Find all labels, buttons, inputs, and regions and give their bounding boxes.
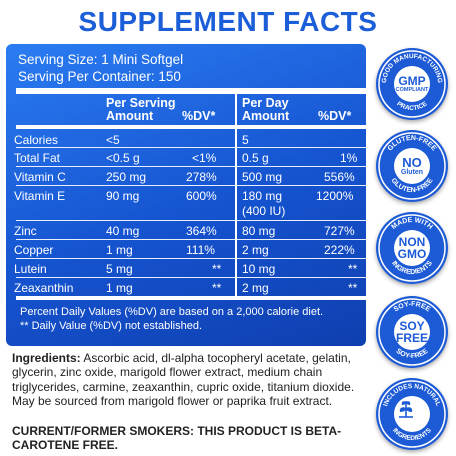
footnote-not-established: ** Daily Value (%DV) not established. (20, 320, 202, 332)
badge-line2: FREE (395, 331, 428, 345)
non-gmo-icon: MADE WITH INGREDIENTS (378, 214, 446, 282)
serving-size: Serving Size: 1 Mini Softgel (18, 52, 184, 67)
serving-amount: 1 mg (106, 281, 133, 295)
leaf-icon (399, 401, 413, 418)
nutrient-name: Copper (14, 243, 54, 257)
nutrient-name: Zeaxanthin (14, 281, 74, 295)
serving-dv: 111% (186, 243, 215, 257)
gmp-badge: GOOD MANUFACTURING PRACTICE GMP COMPLIAN… (376, 48, 448, 120)
badge-center: SOY FREE (394, 314, 430, 350)
footnote-daily-values: Percent Daily Values (%DV) are based on … (20, 306, 324, 318)
day-dv: 556% (324, 170, 355, 184)
divider-bottom (16, 296, 368, 300)
per-day-amount-header: Amount (242, 109, 290, 123)
row-divider (16, 185, 368, 186)
nutrient-name: Vitamin E (14, 189, 66, 203)
svg-text:SOY-FREE: SOY-FREE (393, 301, 432, 314)
ingredients-text: Ingredients: Ascorbic acid, dl-alpha toc… (12, 351, 364, 409)
non-gmo-badge: MADE WITH INGREDIENTS NON GMO (376, 212, 448, 284)
row-divider (16, 239, 368, 240)
row-divider (16, 147, 368, 148)
gluten-free-badge: GLUTEN-FREE GLUTEN-FREE NO Gluten (376, 130, 448, 202)
row-divider (16, 258, 368, 259)
ingredients-list: Ascorbic acid, dl-alpha tocopheryl aceta… (12, 351, 355, 409)
badge-line2: COMPLIANT (395, 86, 429, 93)
day-dv: ** (348, 281, 358, 295)
serving-amount: 250 mg (106, 170, 147, 184)
nutrient-name: Total Fat (14, 151, 61, 165)
day-amount: 2 mg (242, 243, 269, 257)
badge-line2: GMO (397, 247, 427, 261)
nutrient-name: Zinc (14, 224, 37, 238)
column-separator (235, 94, 237, 296)
serving-amount: 1 mg (106, 243, 133, 257)
day-amount: 2 mg (242, 281, 269, 295)
day-amount: 0.5 g (242, 151, 269, 165)
day-amount-iu: (400 IU) (242, 204, 286, 218)
divider-thick (16, 88, 368, 94)
serving-amount: 90 mg (106, 189, 140, 203)
page-title: SUPPLEMENT FACTS (78, 6, 378, 37)
per-serving-amount-header: Amount (106, 109, 154, 123)
ingredients-label: Ingredients: (12, 351, 81, 365)
day-amount: 5 (242, 133, 249, 147)
per-day-header: Per Day (242, 96, 289, 110)
day-dv: 727% (324, 224, 355, 238)
supplement-facts-panel: Serving Size: 1 Mini Softgel Serving Per… (6, 44, 368, 346)
row-divider (16, 277, 368, 278)
serving-dv: ** (212, 281, 222, 295)
soy-free-icon: SOY-FREE SOY-FREE (378, 298, 446, 366)
day-dv: 222% (324, 243, 355, 257)
divider-header (16, 125, 368, 129)
badge-center: NO Gluten (394, 148, 430, 184)
serving-amount: 5 mg (106, 262, 133, 276)
serving-dv: ** (212, 262, 222, 276)
badge-center: GMP COMPLIANT (394, 66, 430, 102)
day-dv: ** (348, 262, 358, 276)
day-amount: 80 mg (242, 224, 276, 238)
serving-dv: 364% (186, 224, 217, 238)
badge-center: NON GMO (394, 230, 430, 266)
day-amount: 10 mg (242, 262, 276, 276)
smoker-warning: CURRENT/FORMER SMOKERS: THIS PRODUCT IS … (12, 424, 342, 452)
day-amount: 500 mg (242, 170, 283, 184)
natural-ingredients-badge: INCLUDES NATURAL INGREDIENTS (376, 378, 448, 450)
badge-line1: GMP (398, 73, 426, 88)
day-dv: 1200% (316, 189, 354, 203)
badge-line1: NON (398, 235, 426, 249)
badge-line1: SOY (399, 319, 425, 333)
row-divider (16, 166, 368, 167)
serving-amount: <0.5 g (106, 151, 140, 165)
serving-dv: 600% (186, 189, 217, 203)
badge-line1: NO (402, 154, 422, 170)
servings-per-container: Serving Per Container: 150 (18, 69, 181, 84)
badge-top-text: SOY-FREE (393, 301, 432, 314)
row-divider (16, 220, 368, 221)
day-dv: 1% (340, 151, 358, 165)
badge-center (394, 396, 430, 432)
day-amount: 180 mg (242, 189, 283, 203)
soy-free-badge: SOY-FREE SOY-FREE SOY FREE (376, 296, 448, 368)
serving-amount: <5 (106, 133, 120, 147)
serving-amount: 40 mg (106, 224, 140, 238)
nutrient-name: Vitamin C (14, 170, 66, 184)
gluten-free-icon: GLUTEN-FREE GLUTEN-FREE (378, 132, 446, 200)
per-serving-dv-header: %DV* (182, 109, 216, 123)
serving-dv: 278% (186, 170, 217, 184)
per-day-dv-header: %DV* (318, 109, 352, 123)
per-serving-header: Per Serving (106, 96, 176, 110)
nutrient-name: Lutein (14, 262, 47, 276)
nutrient-name: Calories (14, 133, 59, 147)
serving-dv: <1% (192, 151, 217, 165)
badge-line2: Gluten (400, 168, 424, 176)
